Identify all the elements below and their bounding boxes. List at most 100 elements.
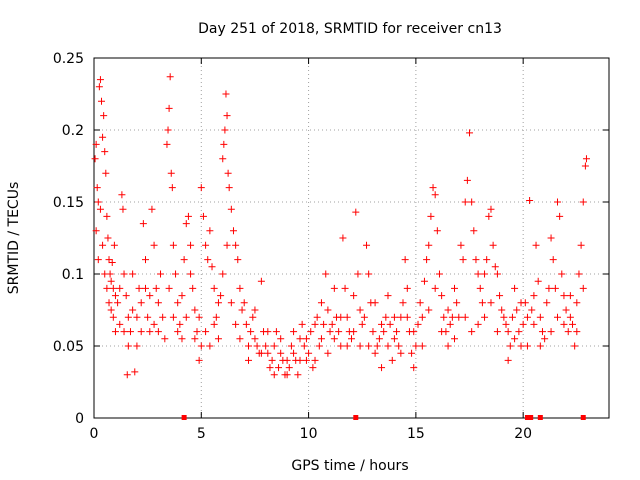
data-point (397, 349, 405, 357)
data-point (131, 368, 139, 376)
data-point (232, 320, 240, 328)
data-point (142, 256, 149, 264)
x-tick-label: 20 (514, 426, 532, 442)
data-point (451, 335, 458, 343)
data-point (168, 184, 176, 192)
data-point (126, 328, 134, 336)
data-point (483, 256, 491, 264)
data-point (167, 169, 175, 177)
data-point (320, 320, 328, 328)
data-point (116, 284, 124, 292)
data-point (165, 104, 173, 112)
baseline-marker (537, 415, 543, 420)
data-point (324, 349, 332, 357)
data-point (287, 342, 295, 350)
data-point (395, 342, 403, 350)
baseline-marker (353, 415, 359, 420)
data-point (363, 241, 371, 249)
data-point (290, 349, 298, 357)
data-point (418, 342, 426, 350)
data-point (403, 284, 411, 292)
data-point (178, 292, 186, 300)
data-point (302, 335, 310, 343)
data-point (195, 313, 203, 321)
data-point (206, 227, 214, 235)
data-point (360, 313, 368, 321)
data-point (129, 270, 137, 278)
data-point (451, 284, 458, 292)
data-point (498, 306, 506, 314)
data-point (523, 342, 531, 350)
data-point (307, 328, 315, 336)
baseline-marker (528, 415, 534, 420)
data-point (463, 176, 471, 184)
data-point (111, 328, 119, 336)
data-point (257, 349, 265, 357)
data-point (268, 356, 276, 364)
data-point (582, 155, 590, 163)
data-point (227, 299, 235, 307)
data-point (159, 313, 167, 321)
y-tick-label: 0.05 (53, 339, 84, 355)
data-point (476, 284, 484, 292)
data-point (493, 328, 501, 336)
data-point (564, 328, 572, 336)
data-point (390, 313, 398, 321)
data-point (124, 342, 132, 350)
data-point (397, 313, 405, 321)
data-point (240, 299, 248, 307)
data-point (352, 208, 360, 216)
data-point (102, 169, 110, 177)
y-tick-label: 0 (75, 411, 84, 427)
data-point (481, 270, 489, 278)
data-point (373, 342, 381, 350)
data-point (150, 241, 158, 249)
data-point (309, 364, 317, 372)
data-point (219, 270, 227, 278)
data-point (283, 371, 291, 379)
data-point (566, 313, 574, 321)
data-point (118, 191, 126, 199)
data-point (174, 328, 182, 336)
data-point (438, 328, 446, 336)
data-point (365, 342, 373, 350)
data-point (581, 162, 589, 170)
data-point (107, 277, 115, 285)
data-point (554, 313, 561, 321)
data-point (275, 364, 283, 372)
data-point (139, 220, 147, 228)
data-point (220, 140, 228, 148)
data-point (547, 328, 555, 336)
data-point (305, 349, 313, 357)
data-point (560, 320, 568, 328)
data-point (222, 90, 230, 98)
data-point (150, 320, 158, 328)
data-point (461, 313, 469, 321)
data-point (124, 313, 132, 321)
data-point (165, 284, 173, 292)
data-point (104, 234, 112, 242)
data-point (296, 335, 304, 343)
data-point (416, 299, 424, 307)
data-point (354, 270, 362, 278)
data-point (341, 284, 349, 292)
data-point (94, 256, 102, 264)
baseline-marker (524, 415, 530, 420)
data-point (440, 313, 448, 321)
data-point (119, 205, 127, 213)
data-point (270, 371, 278, 379)
data-point (343, 342, 351, 350)
data-point (234, 256, 242, 264)
data-point (472, 256, 480, 264)
data-point (217, 292, 225, 300)
data-point (356, 342, 364, 350)
data-point (371, 349, 379, 357)
x-tick-label: 10 (300, 426, 318, 442)
data-point (111, 292, 119, 300)
data-point (187, 241, 195, 249)
data-point (311, 356, 319, 364)
data-point (386, 320, 394, 328)
data-point (142, 284, 149, 292)
data-point (249, 313, 257, 321)
